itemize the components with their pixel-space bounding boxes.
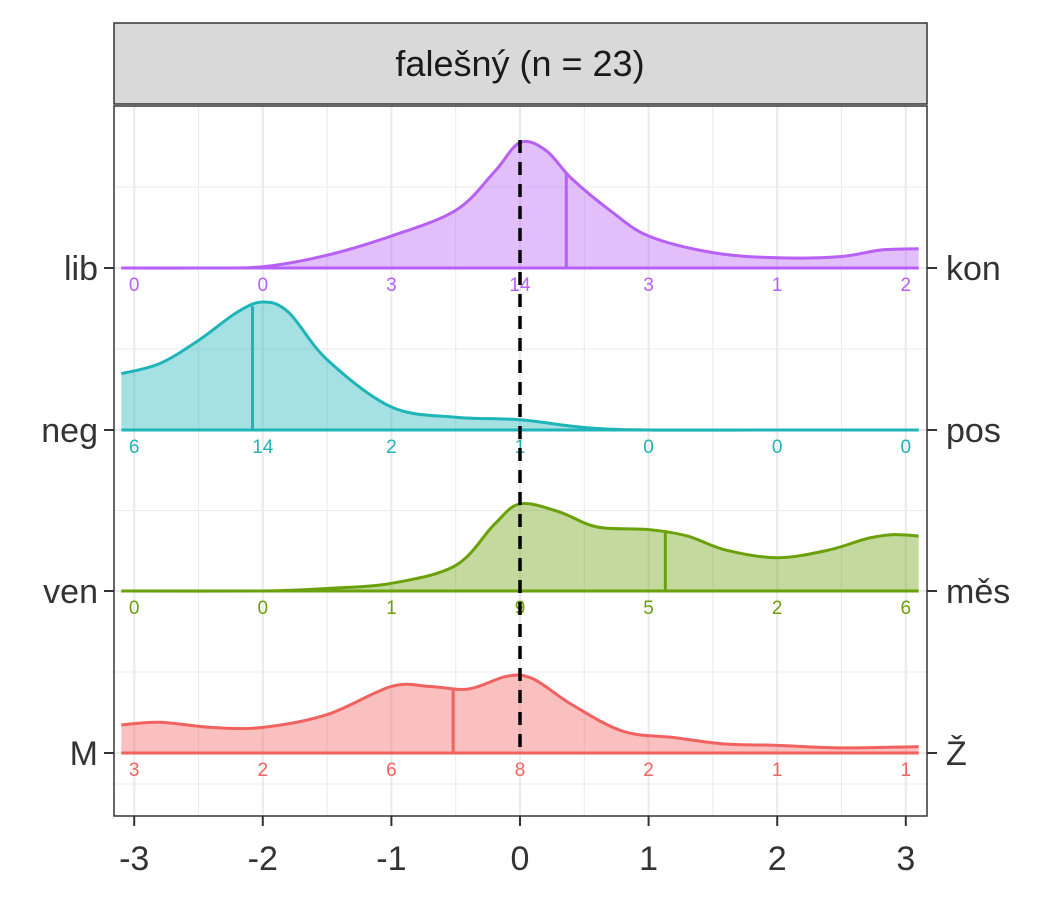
count-label: 0 bbox=[129, 598, 140, 619]
count-label: 5 bbox=[643, 598, 654, 619]
ridge-line bbox=[121, 502, 919, 593]
y-tick-label-right: pos bbox=[946, 412, 1001, 450]
count-label: 0 bbox=[258, 275, 269, 296]
count-label: 2 bbox=[772, 598, 783, 619]
y-tick-label-right: Ž bbox=[946, 735, 967, 773]
count-label: 0 bbox=[643, 437, 654, 458]
x-tick-label: 1 bbox=[639, 840, 658, 878]
ridge-line bbox=[121, 139, 919, 270]
x-tick-label: -2 bbox=[248, 840, 278, 878]
count-label: 2 bbox=[258, 760, 269, 781]
ridge-lib-kon bbox=[121, 139, 919, 270]
ridge-fill bbox=[121, 141, 919, 269]
count-label: 6 bbox=[129, 437, 140, 458]
count-label: 2 bbox=[901, 275, 912, 296]
count-label: 2 bbox=[386, 437, 397, 458]
count-label: 0 bbox=[901, 437, 912, 458]
axes: lib kon neg pos ven měs M Ž -3 -2 -1 0 1 2 3 bbox=[41, 250, 1010, 878]
y-tick-label-left: neg bbox=[41, 412, 98, 450]
count-label: 14 bbox=[252, 437, 274, 458]
x-tick-label: -3 bbox=[119, 840, 149, 878]
x-tick-label: 2 bbox=[768, 840, 787, 878]
count-labels: 003143126142100000195263268211 bbox=[129, 275, 911, 781]
y-tick-label-left: M bbox=[70, 735, 98, 773]
count-label: 1 bbox=[901, 760, 912, 781]
x-tick-label: -1 bbox=[376, 840, 406, 878]
count-label: 6 bbox=[901, 598, 912, 619]
count-label: 3 bbox=[386, 275, 397, 296]
count-label: 0 bbox=[772, 437, 783, 458]
count-label: 1 bbox=[772, 760, 783, 781]
count-label: 3 bbox=[643, 275, 654, 296]
count-label: 1 bbox=[386, 598, 397, 619]
count-label: 1 bbox=[515, 437, 526, 458]
count-label: 14 bbox=[509, 275, 531, 296]
count-label: 1 bbox=[772, 275, 783, 296]
ridge-line bbox=[121, 673, 919, 750]
chart-title: falešný (n = 23) bbox=[395, 43, 644, 84]
ridge-fill bbox=[121, 302, 919, 431]
count-label: 0 bbox=[258, 598, 269, 619]
x-tick-label: 0 bbox=[511, 840, 530, 878]
y-tick-label-right: kon bbox=[946, 250, 1001, 288]
y-tick-label-left: ven bbox=[43, 573, 98, 611]
count-label: 6 bbox=[386, 760, 397, 781]
facet-strip bbox=[113, 22, 928, 105]
count-label: 2 bbox=[643, 760, 654, 781]
y-tick-label-left: lib bbox=[64, 250, 98, 288]
y-tick-label-right: měs bbox=[946, 573, 1010, 611]
count-label: 3 bbox=[129, 760, 140, 781]
count-label: 0 bbox=[129, 275, 140, 296]
x-tick-label: 3 bbox=[896, 840, 915, 878]
count-label: 8 bbox=[515, 760, 526, 781]
